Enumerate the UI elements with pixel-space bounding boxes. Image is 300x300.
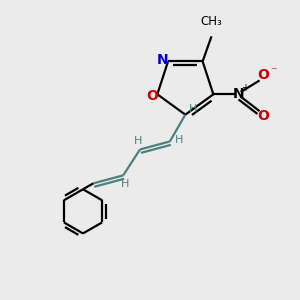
Text: ⁻: ⁻	[270, 65, 276, 78]
Text: H: H	[189, 104, 197, 114]
Text: H: H	[175, 135, 184, 145]
Text: O: O	[257, 110, 269, 123]
Text: N: N	[232, 87, 244, 101]
Text: N: N	[157, 53, 169, 67]
Text: CH₃: CH₃	[201, 15, 222, 28]
Text: O: O	[146, 89, 158, 103]
Text: H: H	[134, 136, 142, 146]
Text: +: +	[241, 83, 249, 93]
Text: O: O	[257, 68, 269, 82]
Text: H: H	[121, 179, 129, 189]
